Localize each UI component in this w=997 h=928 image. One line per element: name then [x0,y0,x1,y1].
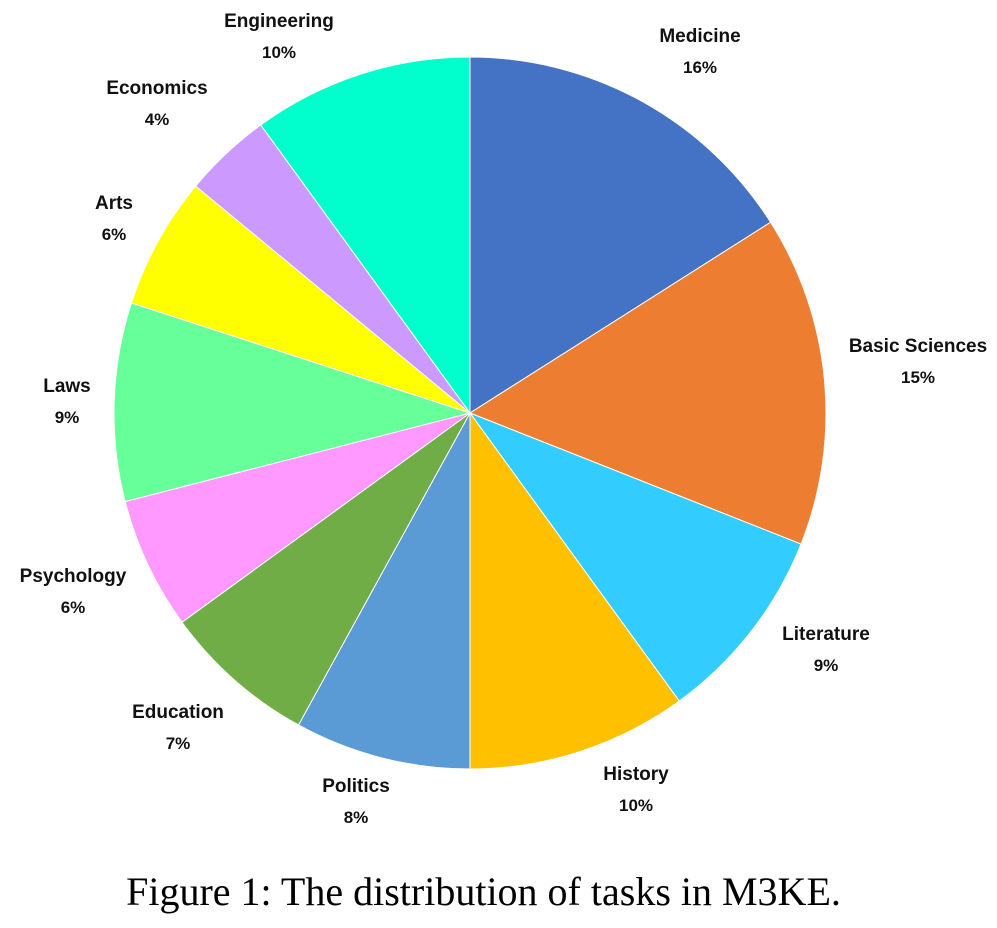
slice-percent-literature: 9% [814,656,839,675]
pie-slice-engineering [260,56,471,415]
slice-label-education: Education [132,702,224,723]
slice-label-politics: Politics [322,776,390,797]
pie-slice-laws [113,302,472,503]
figure-caption: Figure 1: The distribution of tasks in M… [126,869,841,914]
pie-slice-education [181,412,471,726]
slice-label-literature: Literature [782,624,870,645]
pie-slice-medicine [469,56,772,414]
pie-slice-history [469,411,680,770]
slice-label-economics: Economics [106,78,207,99]
slice-label-laws: Laws [43,376,91,397]
pie-labels: Medicine 16% Basic Sciences 15% Literature 9%… [20,11,988,827]
slice-percent-history: 10% [619,796,653,815]
slice-percent-engineering: 10% [262,43,296,62]
slice-percent-medicine: 16% [683,58,717,77]
slice-percent-basic-sciences: 15% [901,368,935,387]
slice-label-history: History [603,764,669,785]
slice-label-engineering: Engineering [224,11,334,32]
pie-slice-basic-sciences [468,221,827,545]
slice-percent-psychology: 6% [61,598,86,617]
slice-percent-laws: 9% [55,408,80,427]
slice-percent-economics: 4% [145,110,170,129]
pie-slice-politics [297,412,471,770]
slice-label-medicine: Medicine [659,26,740,47]
slice-label-arts: Arts [95,193,133,214]
slice-label-psychology: Psychology [20,566,127,587]
slice-label-basic-sciences: Basic Sciences [849,336,987,357]
pie-slice-literature [468,411,802,702]
pie-slices [113,56,827,770]
pie-slice-psychology [124,412,471,623]
pie-slice-arts [130,185,471,414]
slice-percent-education: 7% [166,734,191,753]
slice-percent-arts: 6% [102,225,127,244]
slice-percent-politics: 8% [344,808,369,827]
